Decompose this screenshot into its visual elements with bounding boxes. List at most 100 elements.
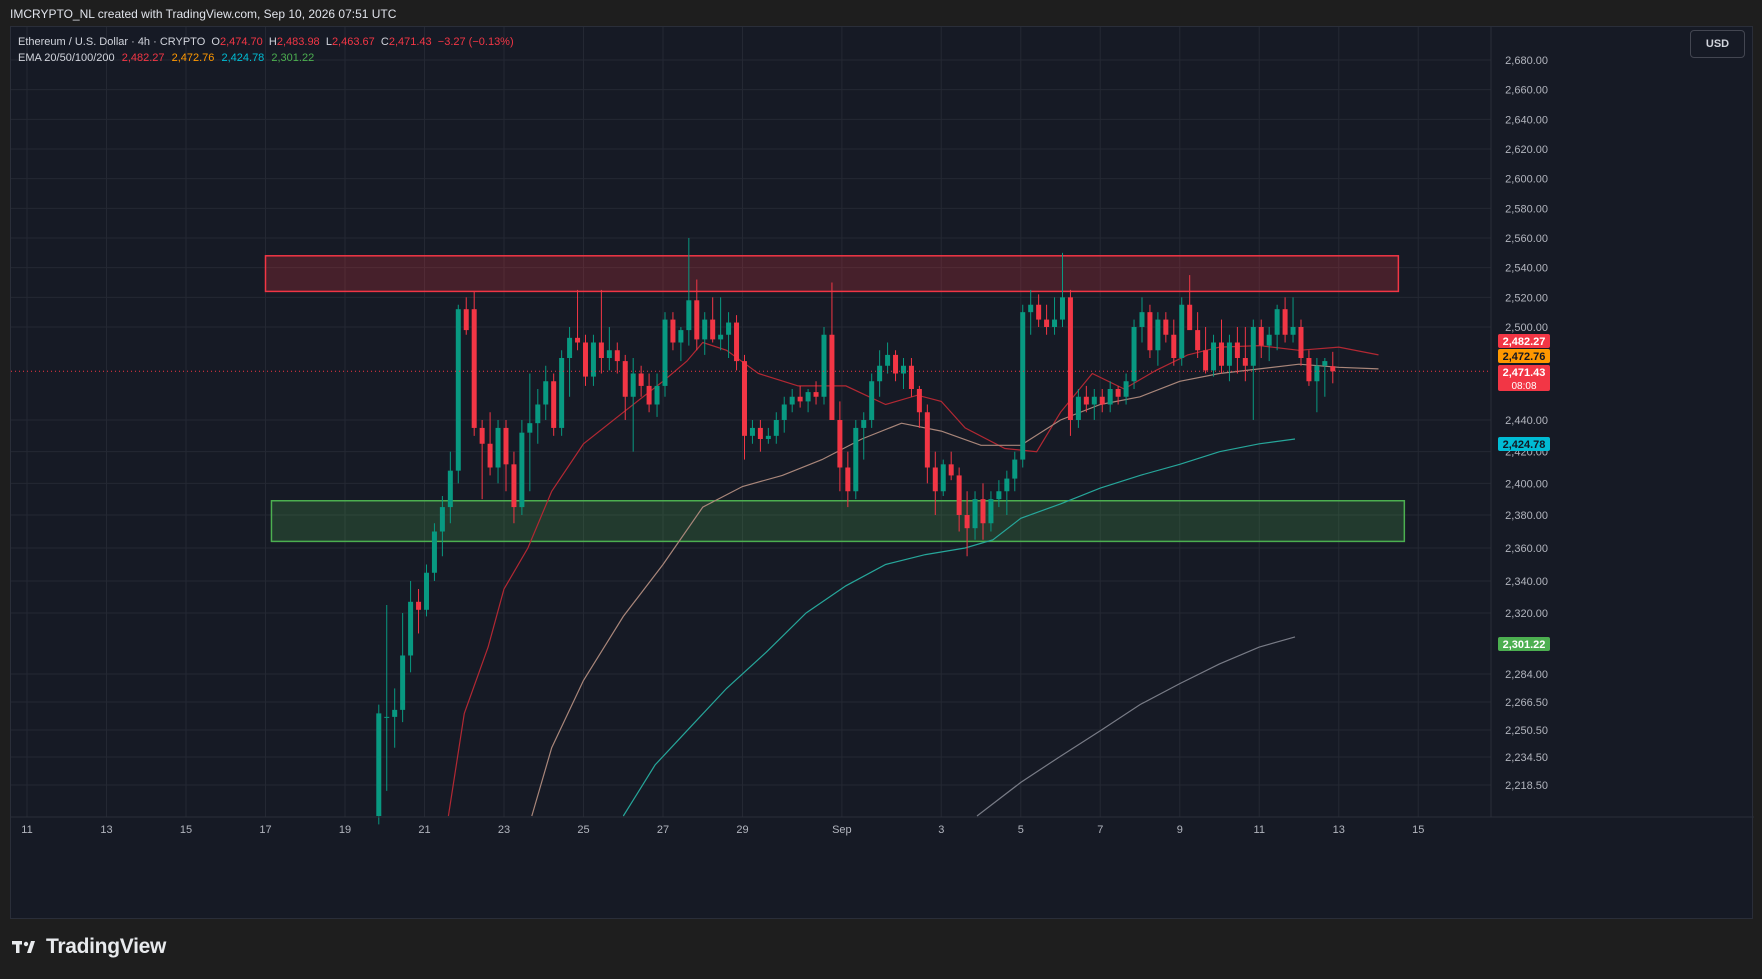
candle-body — [718, 334, 724, 340]
candle — [559, 350, 565, 436]
candle — [734, 315, 740, 371]
currency-button[interactable]: USD — [1690, 30, 1745, 58]
candle — [590, 334, 596, 386]
candle-body — [1242, 358, 1248, 366]
candle-body — [1258, 327, 1264, 346]
tradingview-wordmark: TradingView — [46, 935, 167, 958]
price-badge-label: 2,482.27 — [1503, 336, 1546, 348]
candle — [1107, 381, 1113, 413]
candle — [773, 412, 779, 444]
y-tick-label: 2,440.00 — [1505, 415, 1548, 427]
candle-body — [606, 350, 612, 358]
tradingview-logo[interactable]: TradingView — [12, 935, 166, 959]
y-tick-label: 2,250.50 — [1505, 725, 1548, 737]
candle — [1036, 294, 1042, 327]
candle-body — [1234, 342, 1240, 358]
candle — [1290, 297, 1296, 343]
candle-body — [877, 365, 883, 382]
footer: TradingView — [0, 919, 1762, 979]
chart-panel[interactable]: 2,680.00 2,660.00 2,640.00 2,620.00 2,600.00… — [10, 26, 1754, 920]
candle-body — [1091, 396, 1097, 405]
candle-body — [734, 322, 740, 362]
candle — [1234, 327, 1240, 374]
candle — [908, 358, 914, 397]
candle-body — [1036, 304, 1042, 320]
candle — [471, 291, 477, 436]
candle-body — [670, 319, 676, 343]
candle-body — [908, 365, 914, 389]
candle — [988, 491, 994, 532]
candle — [980, 483, 986, 540]
ema-label: EMA 20/50/100/200 — [18, 52, 115, 64]
x-tick-label: 25 — [577, 824, 589, 836]
candle — [1179, 297, 1185, 366]
candle — [408, 581, 414, 673]
candle-body — [773, 420, 779, 436]
y-tick-label: 2,360.00 — [1505, 543, 1548, 555]
candle — [439, 496, 445, 557]
candle-body — [829, 334, 835, 420]
candle-body — [749, 427, 755, 436]
candle-body — [439, 507, 445, 532]
candle-body — [996, 491, 1002, 500]
candle — [1163, 312, 1169, 343]
candle — [654, 373, 660, 417]
candle-body — [630, 373, 636, 397]
candle — [837, 401, 843, 492]
x-tick-label: 27 — [657, 824, 669, 836]
candle — [1067, 289, 1073, 436]
ema-200-line — [976, 636, 1296, 817]
candle-body — [686, 300, 692, 331]
candle — [1171, 319, 1177, 366]
x-tick-label: 13 — [100, 824, 112, 836]
y-tick-label: 2,520.00 — [1505, 292, 1548, 304]
candle — [718, 297, 724, 351]
x-tick-label: 19 — [339, 824, 351, 836]
candle-body — [1115, 389, 1121, 397]
candle-body — [1044, 319, 1050, 327]
candle — [972, 491, 978, 540]
candle-body — [1075, 396, 1081, 420]
candle-body — [956, 475, 962, 515]
candle — [1282, 297, 1288, 343]
candle — [1012, 451, 1018, 492]
candle — [503, 420, 509, 492]
ohlc-close: C2,471.43 — [380, 36, 432, 48]
candle — [487, 412, 493, 476]
price-badge: 2,471.43 08:08 — [1498, 365, 1550, 392]
candle — [400, 613, 406, 723]
candle — [1004, 470, 1010, 515]
x-tick-label: 9 — [1177, 824, 1183, 836]
candle-body — [765, 435, 771, 439]
candle — [1330, 351, 1336, 384]
candle — [686, 238, 692, 346]
candle — [757, 420, 763, 452]
x-tick-label: 11 — [1254, 824, 1265, 836]
x-tick-label: 23 — [498, 824, 510, 836]
candle — [964, 491, 970, 557]
ema-row: EMA 20/50/100/200 2,482.27 2,472.76 2,42… — [18, 50, 514, 66]
candle-body — [1298, 327, 1304, 358]
candle-body — [1330, 366, 1336, 372]
candle-body — [654, 385, 660, 405]
ema-20-value: 2,482.27 — [121, 52, 165, 64]
candle — [543, 365, 549, 420]
candle — [710, 297, 716, 343]
symbol-row: Ethereum / U.S. Dollar · 4h · CRYPTO O2,… — [18, 34, 514, 50]
x-tick-label: 21 — [418, 824, 430, 836]
candle-body — [511, 464, 517, 508]
x-tick-label: 3 — [938, 824, 944, 836]
price-badges: 2,482.27 2,472.76 2,471.43 08:08 2,424.78 2,3… — [1498, 334, 1550, 651]
candle-body — [805, 392, 811, 402]
candle — [1123, 373, 1129, 405]
candle-body — [797, 396, 803, 402]
candle — [765, 427, 771, 444]
candle-body — [408, 601, 414, 656]
price-chart[interactable]: 2,680.00 2,660.00 2,640.00 2,620.00 2,600.00… — [11, 27, 1754, 920]
price-change: −3.27 (−0.13%) — [437, 36, 514, 48]
ema-20-line — [447, 341, 1379, 817]
candle — [877, 350, 883, 397]
candle — [416, 589, 422, 634]
y-tick-label: 2,660.00 — [1505, 85, 1548, 97]
y-tick-label: 2,266.50 — [1505, 697, 1548, 709]
